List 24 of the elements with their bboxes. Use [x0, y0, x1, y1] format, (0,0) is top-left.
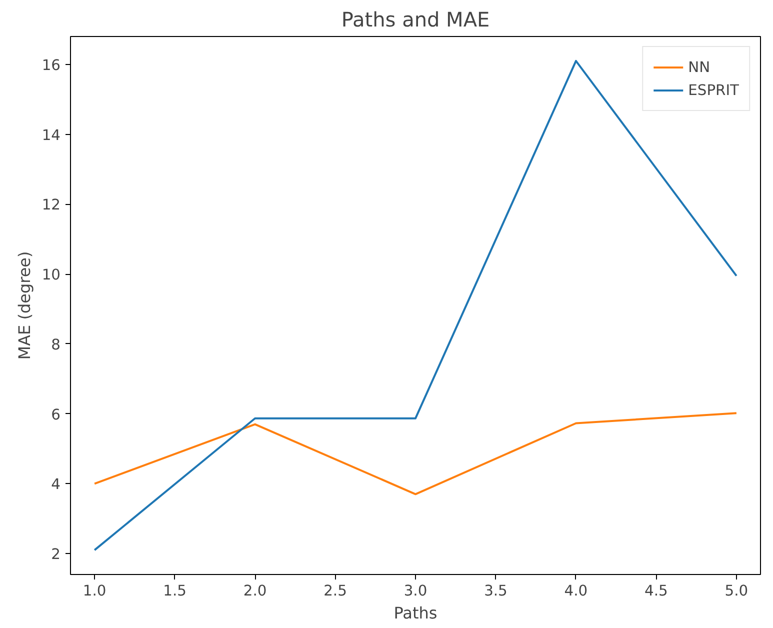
x-tick-label: 3.0 — [404, 582, 428, 600]
chart-title: Paths and MAE — [341, 8, 490, 32]
y-axis-title: MAE (degree) — [14, 251, 34, 360]
y-tick-label: 4 — [51, 476, 61, 494]
x-tick-label: 1.5 — [163, 582, 186, 600]
x-tick-label: 5.0 — [724, 582, 748, 600]
x-tick-label: 4.0 — [564, 582, 588, 600]
legend-label: NN — [688, 58, 710, 76]
y-tick-label: 14 — [42, 126, 61, 144]
x-tick-label: 2.0 — [243, 582, 267, 600]
y-tick-label: 16 — [42, 56, 61, 74]
y-tick-label: 12 — [42, 196, 61, 214]
x-tick-label: 2.5 — [324, 582, 347, 600]
y-tick-label: 8 — [51, 336, 61, 354]
x-tick-label: 4.5 — [644, 582, 668, 600]
line-series — [94, 60, 738, 552]
x-tick-label: 3.5 — [484, 582, 508, 600]
x-tick-label: 1.0 — [82, 582, 106, 600]
y-tick-label: 6 — [51, 406, 61, 424]
x-axis-title: Paths — [394, 604, 438, 622]
y-tick-label: 10 — [42, 266, 61, 284]
legend-label: ESPRIT — [688, 82, 739, 98]
line-series — [94, 412, 738, 496]
y-tick-label: 2 — [51, 546, 61, 564]
